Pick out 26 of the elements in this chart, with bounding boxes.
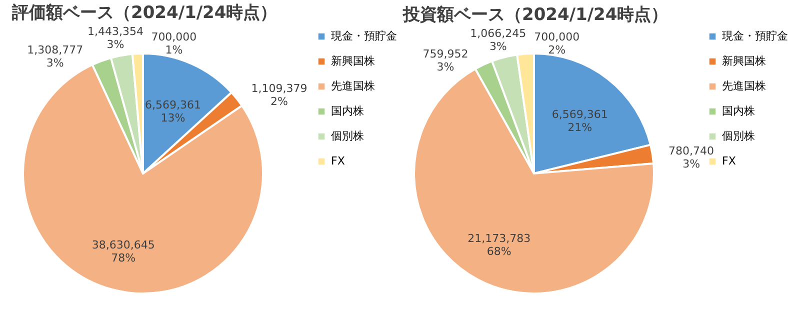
legend-label: 現金・預貯金 [722,30,788,42]
data-label: 700,000 1% [151,30,197,57]
legend-label: 新興国株 [331,54,375,68]
legend-label: FX [331,154,346,168]
data-label: 1,443,354 3% [87,25,144,52]
chart-title: 評価額ベース（2024/1/24時点） [11,3,278,24]
legend-label: 個別株 [722,130,755,142]
data-label: 700,000 2% [534,30,580,56]
data-label: 1,109,379 2% [251,82,308,108]
legend-label: 先進国株 [331,80,375,92]
chart-title: 投資額ベース（2024/1/24時点） [402,5,668,26]
data-label: 780,740 3% [668,144,714,171]
legend-label: 新興国株 [722,54,766,68]
data-label: 1,066,245 3% [470,27,526,54]
data-label: 6,569,361 13% [144,98,201,124]
data-label: 38,630,645 78% [92,238,155,264]
legend-label: FX [722,154,736,168]
legend-label: 現金・預貯金 [331,30,397,42]
legend-label: 国内株 [331,104,364,118]
data-label: 759,952 3% [422,47,468,74]
data-label: 21,173,783 68% [468,232,531,258]
data-label: 1,308,777 3% [27,44,84,70]
legend-label: 先進国株 [722,80,766,92]
legend-label: 国内株 [722,104,755,118]
data-label: 6,569,361 21% [552,108,608,134]
legend-label: 個別株 [331,130,364,142]
